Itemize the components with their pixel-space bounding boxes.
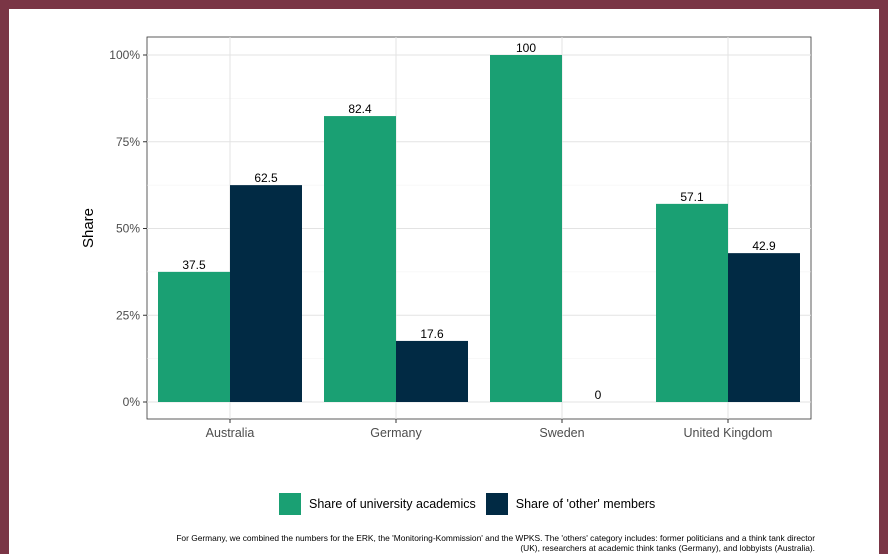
- bar-others-australia: [230, 185, 302, 402]
- y-tick-label: 0%: [123, 395, 141, 409]
- legend: Share of university academics Share of '…: [279, 493, 665, 515]
- x-tick-label: Germany: [370, 426, 422, 440]
- bar-academics-sweden: [490, 55, 562, 402]
- y-tick-label: 50%: [116, 222, 140, 236]
- bar-academics-germany: [324, 116, 396, 403]
- legend-label-academics: Share of university academics: [309, 497, 476, 511]
- bar-value-label: 62.5: [254, 171, 278, 185]
- x-tick-label: Sweden: [539, 426, 584, 440]
- legend-item-others: Share of 'other' members: [485, 493, 656, 515]
- bar-value-label: 17.6: [420, 327, 444, 341]
- bar-value-label: 0: [595, 388, 602, 402]
- bar-academics-australia: [158, 271, 230, 402]
- x-tick-label: United Kingdom: [684, 426, 773, 440]
- bar-value-label: 37.5: [182, 258, 206, 272]
- x-tick-label: Australia: [206, 426, 255, 440]
- legend-item-academics: Share of university academics: [279, 493, 476, 515]
- legend-label-others: Share of 'other' members: [515, 497, 656, 511]
- bar-value-label: 100: [516, 41, 536, 55]
- legend-swatch-others: [485, 493, 508, 515]
- bar-others-united-kingdom: [728, 253, 800, 402]
- footnote: For Germany, we combined the numbers for…: [176, 533, 815, 553]
- bar-academics-united-kingdom: [656, 203, 728, 402]
- bar-chart: 0% 25% 50% 75% 100% Australia Germany Sweden Uni…: [80, 36, 812, 440]
- bar-value-label: 57.1: [680, 190, 704, 204]
- y-tick-label: 75%: [116, 135, 140, 149]
- y-axis-title: Share: [80, 208, 97, 248]
- bar-value-label: 82.4: [348, 102, 372, 116]
- y-tick-label: 100%: [109, 48, 140, 62]
- y-tick-label: 25%: [116, 308, 140, 322]
- bar-others-germany: [396, 340, 468, 402]
- legend-swatch-academics: [279, 493, 301, 515]
- chart-panel: 0% 25% 50% 75% 100% Australia Germany Sweden Uni…: [9, 9, 879, 554]
- bar-value-label: 42.9: [752, 239, 776, 253]
